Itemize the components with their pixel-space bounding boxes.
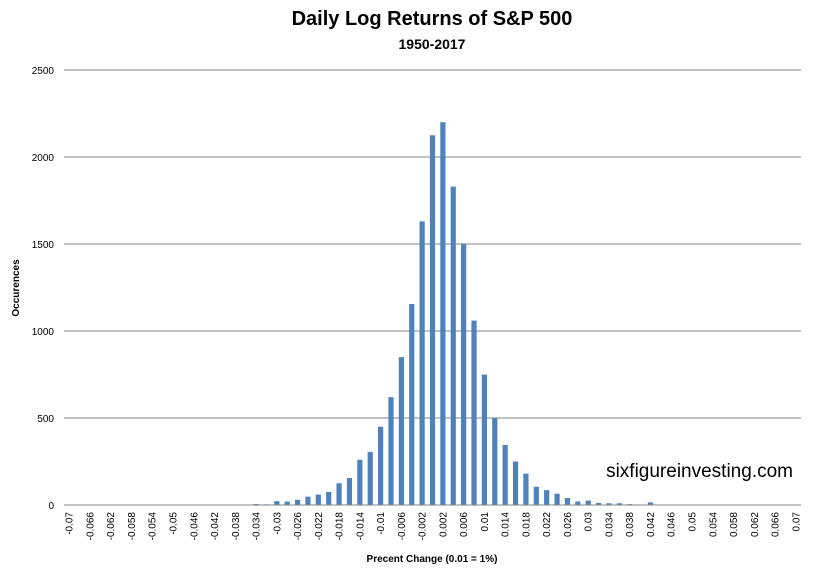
bar bbox=[564, 498, 571, 505]
x-tick-labels: -0.07 -0.066 -0.062 -0.058 -0.054 -0.05 -0.046… bbox=[65, 512, 803, 541]
x-tick-label: 0.062 bbox=[750, 512, 761, 537]
bar bbox=[647, 502, 654, 505]
x-tick-label: -0.022 bbox=[314, 512, 325, 541]
bar bbox=[253, 503, 259, 505]
x-tick-label: -0.046 bbox=[189, 512, 200, 541]
x-tick-label: 0.038 bbox=[625, 512, 636, 537]
bar bbox=[388, 397, 394, 505]
x-tick-label: 0.05 bbox=[688, 512, 699, 532]
y-tick-label: 500 bbox=[37, 414, 54, 425]
x-tick-label: -0.026 bbox=[293, 512, 304, 541]
x-tick-label: -0.01 bbox=[376, 512, 387, 535]
x-tick-label: -0.03 bbox=[272, 512, 283, 535]
x-tick-label: -0.042 bbox=[210, 512, 221, 541]
bar bbox=[512, 461, 519, 505]
bar bbox=[461, 244, 467, 505]
x-tick-label: 0.018 bbox=[521, 512, 532, 537]
x-tick-label: 0.034 bbox=[604, 512, 615, 537]
x-tick-label: -0.05 bbox=[168, 512, 179, 535]
bar bbox=[419, 221, 425, 505]
x-tick-label: 0.03 bbox=[584, 512, 595, 532]
y-tick-label: 2500 bbox=[32, 66, 55, 77]
x-tick-label: 0.046 bbox=[667, 512, 678, 537]
x-tick-label: 0.066 bbox=[771, 512, 782, 537]
bar bbox=[409, 304, 415, 505]
bar bbox=[357, 459, 363, 505]
bar bbox=[481, 374, 487, 505]
x-tick-label: -0.07 bbox=[65, 512, 76, 535]
y-axis-label: Occurences bbox=[11, 259, 22, 317]
bar bbox=[274, 501, 280, 505]
bar bbox=[544, 490, 550, 505]
x-tick-label: -0.058 bbox=[127, 512, 138, 541]
x-tick-label: -0.062 bbox=[106, 512, 117, 541]
bars bbox=[66, 122, 799, 505]
x-tick-label: 0.014 bbox=[501, 512, 512, 537]
bar bbox=[398, 357, 404, 505]
bar bbox=[326, 491, 332, 505]
x-tick-label: 0.01 bbox=[480, 512, 491, 532]
bar bbox=[616, 503, 622, 505]
bar bbox=[305, 496, 311, 505]
x-tick-label: -0.034 bbox=[252, 512, 263, 541]
watermark-text: sixfigureinvesting.com bbox=[606, 461, 793, 482]
x-tick-label: 0.058 bbox=[729, 512, 740, 537]
x-tick-label: -0.006 bbox=[397, 512, 408, 541]
bar bbox=[450, 186, 456, 505]
bar bbox=[502, 444, 508, 505]
x-tick-label: 0.022 bbox=[542, 512, 553, 537]
bar bbox=[294, 499, 301, 505]
bar bbox=[315, 494, 321, 505]
bar bbox=[533, 486, 539, 505]
x-tick-label: 0.054 bbox=[708, 512, 719, 537]
bar bbox=[346, 478, 353, 505]
bar bbox=[595, 502, 602, 505]
bar bbox=[523, 473, 529, 505]
x-tick-label: -0.002 bbox=[418, 512, 429, 541]
chart-subtitle: 1950-2017 bbox=[399, 36, 466, 52]
x-tick-label: -0.066 bbox=[85, 512, 96, 541]
x-tick-label: 0.07 bbox=[791, 512, 802, 532]
chart-title: Daily Log Returns of S&P 500 bbox=[292, 8, 573, 30]
x-tick-label: -0.054 bbox=[148, 512, 159, 541]
bar bbox=[378, 426, 384, 505]
y-tick-label: 0 bbox=[48, 501, 54, 512]
y-tick-label: 2000 bbox=[32, 153, 55, 164]
bar bbox=[367, 451, 373, 505]
x-tick-label: -0.038 bbox=[231, 512, 242, 541]
x-tick-label: -0.018 bbox=[335, 512, 346, 541]
x-tick-label: 0.026 bbox=[563, 512, 574, 537]
bar bbox=[429, 135, 436, 505]
x-tick-label: -0.014 bbox=[355, 512, 366, 541]
bar bbox=[471, 320, 477, 505]
y-tick-label: 1500 bbox=[32, 240, 55, 251]
x-axis-label: Precent Change (0.01 = 1%) bbox=[367, 554, 498, 565]
bar bbox=[284, 501, 290, 505]
bar bbox=[585, 500, 591, 505]
x-tick-label: 0.002 bbox=[438, 512, 449, 537]
bar bbox=[606, 503, 612, 505]
y-tick-labels: 0 500 1000 1500 2000 2500 bbox=[32, 66, 55, 512]
y-tick-label: 1000 bbox=[32, 327, 55, 338]
bar bbox=[492, 418, 498, 505]
x-tick-label: 0.042 bbox=[646, 512, 657, 537]
bar bbox=[336, 483, 342, 505]
bar bbox=[575, 501, 581, 505]
x-tick-label: 0.006 bbox=[459, 512, 470, 537]
bar bbox=[554, 493, 560, 505]
bar bbox=[440, 122, 446, 505]
